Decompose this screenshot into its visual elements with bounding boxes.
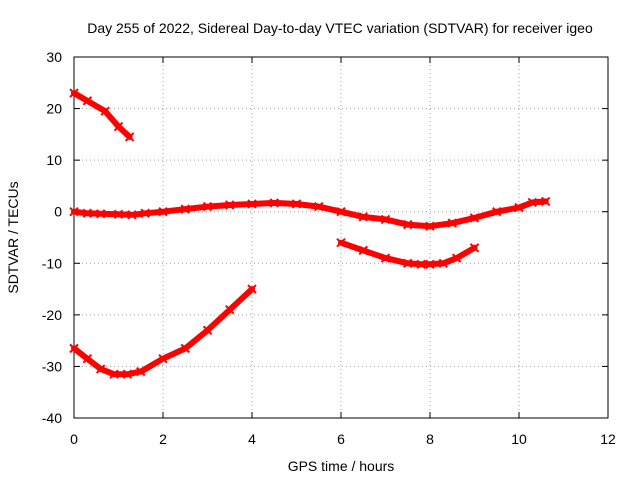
data-point (358, 245, 368, 256)
data-point (95, 209, 106, 219)
data-point (447, 218, 457, 228)
data-point (113, 209, 124, 219)
data-point (113, 121, 124, 132)
data-point (358, 212, 368, 222)
data-point (425, 259, 435, 270)
series-group (69, 88, 551, 379)
data-point (540, 196, 551, 207)
data-point (380, 214, 391, 225)
y-tick-label: -30 (42, 358, 62, 374)
x-tick-label: 0 (70, 431, 78, 447)
data-point (100, 106, 110, 116)
x-tick-label: 8 (426, 431, 434, 447)
x-tick-label: 12 (600, 431, 616, 447)
data-point (451, 253, 462, 263)
data-point (82, 353, 93, 364)
data-point (140, 208, 150, 218)
data-point (158, 353, 168, 364)
y-tick-label: -20 (42, 307, 62, 323)
y-tick-label: 20 (46, 101, 62, 117)
y-tick-label: -10 (42, 255, 62, 271)
data-point (314, 201, 324, 212)
data-point (403, 258, 413, 268)
data-point (180, 204, 190, 214)
data-point (82, 96, 93, 106)
axis-ticks: 0 2 4 6 8 10 12 30 20 10 0 -10 -20 -30 -40 (42, 49, 616, 447)
data-point (127, 210, 137, 220)
y-axis-label: SDTVAR / TECUs (5, 181, 21, 293)
data-point (336, 207, 346, 217)
data-point (69, 88, 79, 98)
data-point (95, 364, 106, 374)
data-point (514, 202, 524, 213)
data-point (469, 213, 480, 223)
data-point (438, 258, 449, 268)
data-point (124, 132, 135, 142)
data-point (336, 237, 346, 248)
data-point (247, 199, 257, 209)
data-point (291, 199, 302, 209)
data-point (225, 200, 235, 210)
x-tick-label: 10 (511, 431, 527, 447)
x-tick-label: 4 (248, 431, 256, 447)
y-tick-label: 30 (46, 49, 62, 65)
data-point (492, 207, 502, 217)
data-point (403, 219, 413, 230)
data-point (82, 208, 93, 218)
data-point (380, 253, 391, 263)
data-point (69, 343, 79, 354)
y-tick-label: 0 (54, 204, 62, 220)
data-point (158, 207, 168, 217)
data-point (225, 304, 235, 315)
y-tick-label: 10 (46, 152, 62, 168)
x-tick-label: 2 (159, 431, 167, 447)
chart-title: Day 255 of 2022, Sidereal Day-to-day VTE… (87, 20, 593, 36)
data-point (527, 197, 538, 208)
data-point (122, 369, 133, 379)
x-axis-label: GPS time / hours (288, 458, 395, 474)
y-tick-label: -40 (42, 410, 62, 426)
data-point (247, 284, 257, 294)
data-point (180, 343, 190, 354)
data-point (416, 259, 426, 270)
data-point (469, 243, 480, 253)
data-point (425, 221, 435, 231)
x-tick-label: 6 (337, 431, 345, 447)
data-point (269, 198, 279, 208)
data-point (202, 201, 213, 212)
data-point (202, 325, 213, 336)
data-point (136, 366, 146, 377)
data-point (109, 369, 119, 379)
data-point (69, 207, 79, 217)
